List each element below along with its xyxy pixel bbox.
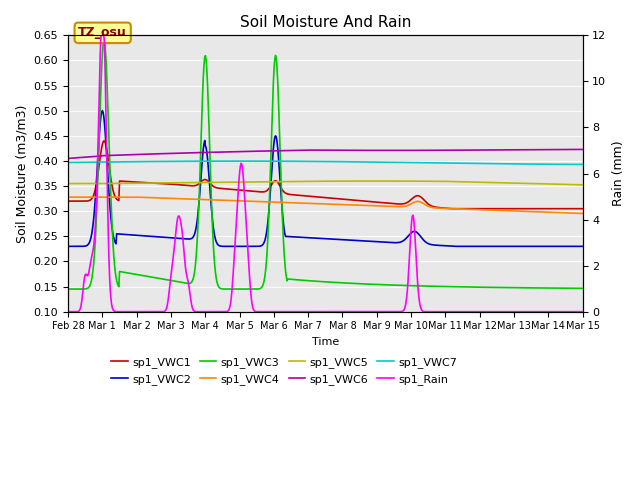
sp1_VWC5 [579,182,586,188]
sp1_VWC5 [179,180,186,186]
sp1_VWC1 [64,198,72,204]
sp1_VWC1 [179,182,187,188]
Y-axis label: Soil Moisture (m3/m3): Soil Moisture (m3/m3) [15,104,28,243]
sp1_VWC2 [127,232,135,238]
sp1_VWC3 [579,286,586,291]
sp1_VWC2 [179,236,187,241]
sp1_Rain [207,309,214,314]
sp1_VWC4 [388,204,396,209]
sp1_VWC3 [64,286,72,292]
sp1_VWC1 [127,179,135,185]
sp1_VWC7 [403,160,411,166]
sp1_VWC5 [388,178,396,184]
sp1_VWC3 [237,286,244,292]
sp1_VWC6 [206,149,214,155]
Title: Soil Moisture And Rain: Soil Moisture And Rain [239,15,411,30]
Line: sp1_VWC2: sp1_VWC2 [68,111,582,246]
sp1_VWC7 [64,159,72,165]
sp1_VWC6 [127,152,134,157]
sp1_VWC2 [99,108,106,114]
sp1_VWC5 [127,180,134,186]
sp1_VWC7 [74,159,81,165]
sp1_VWC7 [579,162,586,168]
sp1_VWC4 [74,194,81,200]
sp1_Rain [97,33,105,38]
sp1_VWC5 [64,180,72,186]
Line: sp1_Rain: sp1_Rain [68,36,582,312]
Line: sp1_VWC5: sp1_VWC5 [68,181,582,185]
sp1_VWC7 [388,159,396,165]
sp1_VWC2 [388,240,396,245]
sp1_Rain [579,309,586,314]
sp1_VWC3 [100,38,108,44]
sp1_VWC2 [207,193,214,199]
sp1_VWC4 [127,194,134,200]
sp1_VWC4 [403,203,410,209]
sp1_VWC7 [127,159,134,165]
sp1_Rain [74,309,81,314]
sp1_VWC1 [403,200,411,205]
sp1_VWC3 [207,169,214,175]
sp1_VWC3 [179,280,187,286]
Legend: sp1_VWC1, sp1_VWC2, sp1_VWC3, sp1_VWC4, sp1_VWC5, sp1_VWC6, sp1_VWC7, sp1_Rain: sp1_VWC1, sp1_VWC2, sp1_VWC3, sp1_VWC4, … [106,353,462,389]
Line: sp1_VWC3: sp1_VWC3 [68,41,582,289]
Line: sp1_VWC7: sp1_VWC7 [68,161,582,165]
sp1_Rain [179,240,187,245]
sp1_VWC5 [371,178,378,184]
Y-axis label: Rain (mm): Rain (mm) [612,141,625,206]
sp1_VWC1 [388,201,396,206]
sp1_VWC2 [463,243,471,249]
sp1_VWC5 [403,178,411,184]
sp1_VWC2 [579,243,586,249]
sp1_Rain [530,309,538,314]
sp1_VWC2 [74,243,81,249]
sp1_VWC7 [179,158,186,164]
Line: sp1_VWC1: sp1_VWC1 [68,141,582,209]
sp1_VWC4 [179,196,186,202]
sp1_VWC5 [206,180,214,185]
sp1_VWC1 [207,181,214,187]
sp1_VWC7 [206,158,214,164]
sp1_VWC7 [236,158,243,164]
sp1_VWC2 [64,243,72,249]
sp1_VWC4 [579,211,586,216]
sp1_VWC3 [127,271,135,276]
sp1_VWC6 [64,156,72,161]
sp1_VWC3 [389,282,397,288]
sp1_VWC6 [403,147,410,153]
Line: sp1_VWC6: sp1_VWC6 [68,149,582,158]
sp1_Rain [64,309,72,314]
sp1_VWC1 [74,198,81,204]
sp1_Rain [403,288,411,294]
sp1_VWC6 [388,147,396,153]
sp1_VWC1 [100,138,108,144]
sp1_VWC6 [74,155,81,161]
sp1_VWC3 [404,283,412,288]
sp1_VWC6 [579,146,586,152]
Text: TZ_osu: TZ_osu [78,26,127,39]
sp1_VWC6 [179,150,186,156]
sp1_Rain [127,309,135,314]
sp1_VWC3 [74,286,81,292]
sp1_VWC1 [579,206,586,212]
sp1_VWC5 [74,180,81,186]
sp1_VWC4 [206,197,214,203]
sp1_VWC2 [403,234,411,240]
sp1_VWC4 [64,194,72,200]
sp1_VWC1 [467,206,474,212]
Line: sp1_VWC4: sp1_VWC4 [68,197,582,214]
sp1_Rain [388,309,396,314]
X-axis label: Time: Time [312,337,339,347]
